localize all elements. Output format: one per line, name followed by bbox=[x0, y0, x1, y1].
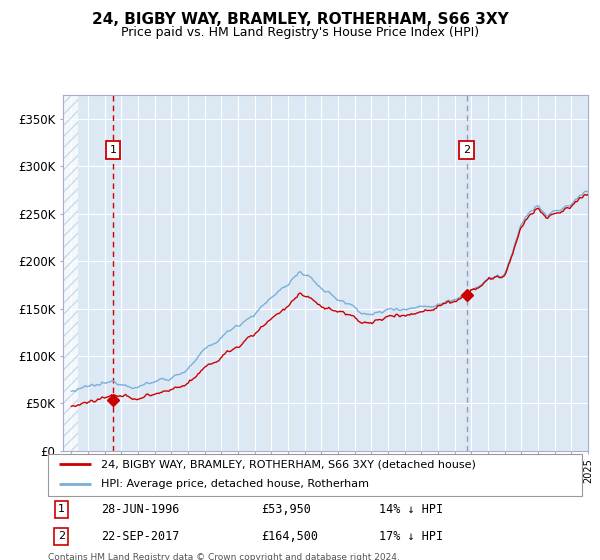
Text: 17% ↓ HPI: 17% ↓ HPI bbox=[379, 530, 443, 543]
Text: 14% ↓ HPI: 14% ↓ HPI bbox=[379, 503, 443, 516]
Text: 22-SEP-2017: 22-SEP-2017 bbox=[101, 530, 180, 543]
Text: 2: 2 bbox=[463, 145, 470, 155]
Text: HPI: Average price, detached house, Rotherham: HPI: Average price, detached house, Roth… bbox=[101, 479, 370, 489]
Text: 2: 2 bbox=[58, 531, 65, 542]
Text: 1: 1 bbox=[58, 504, 65, 514]
Text: Price paid vs. HM Land Registry's House Price Index (HPI): Price paid vs. HM Land Registry's House … bbox=[121, 26, 479, 39]
Text: £53,950: £53,950 bbox=[262, 503, 311, 516]
Text: 1: 1 bbox=[109, 145, 116, 155]
Text: £164,500: £164,500 bbox=[262, 530, 319, 543]
FancyBboxPatch shape bbox=[48, 454, 582, 496]
Bar bbox=[63, 95, 78, 451]
Text: 28-JUN-1996: 28-JUN-1996 bbox=[101, 503, 180, 516]
Text: 24, BIGBY WAY, BRAMLEY, ROTHERHAM, S66 3XY (detached house): 24, BIGBY WAY, BRAMLEY, ROTHERHAM, S66 3… bbox=[101, 459, 476, 469]
Text: 24, BIGBY WAY, BRAMLEY, ROTHERHAM, S66 3XY: 24, BIGBY WAY, BRAMLEY, ROTHERHAM, S66 3… bbox=[92, 12, 508, 27]
Text: Contains HM Land Registry data © Crown copyright and database right 2024.
This d: Contains HM Land Registry data © Crown c… bbox=[48, 553, 400, 560]
